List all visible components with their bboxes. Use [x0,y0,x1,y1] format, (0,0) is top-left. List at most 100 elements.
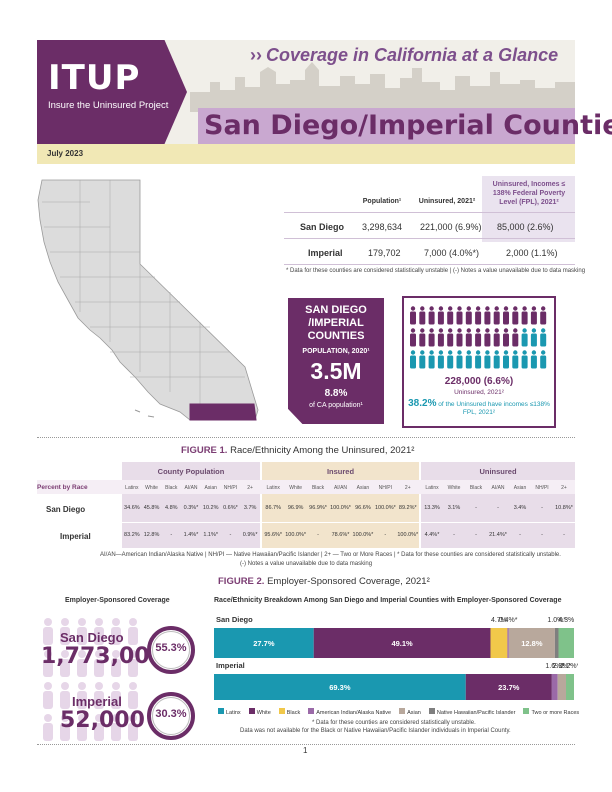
table-cell: - [563,532,565,538]
figure1-title: FIGURE 1. Race/Ethnicity Among the Unins… [181,445,415,456]
bar-callout-label: 2.3%* [552,663,571,670]
column-header: Asian [356,485,370,491]
silhouette-body [43,723,53,741]
row-name-imperial: Imperial [308,248,343,258]
divider [284,212,575,213]
person-icon [475,350,482,369]
county-san-diego: San Diego [60,630,124,645]
bar-callout-label: 4.3% [558,617,574,624]
figure2-title: FIGURE 2. Employer-Sponsored Coverage, 2… [218,576,430,587]
group-uninsured [421,462,575,548]
silhouette-head [44,618,52,626]
logo-banner [37,40,187,144]
table-cell: 10.8%* [555,505,573,511]
person-icon [428,328,435,347]
imperial-uninsured: 7,000 (4.0%*) [424,248,480,258]
column-header: Asian [204,485,217,491]
person-icon [503,328,509,347]
silhouette-body [94,691,104,709]
row-name-san-diego: San Diego [300,222,345,232]
breakdown-title: Race/Ethnicity Breakdown Among San Diego… [214,597,562,604]
bar-segment [551,674,558,700]
row-header: Percent by Race [37,484,88,491]
table-cell: 45.8% [143,505,160,511]
table-cell: 13.3% [424,505,440,511]
table-cell: 96.6% [355,505,371,511]
person-icon [530,328,537,347]
person-icon [465,306,472,325]
divider [284,238,575,239]
table-cell: 78.6%* [331,532,350,538]
person-icon [456,350,463,369]
bar-segment [465,674,552,700]
chart-legend: Latinx White Black American Indian/Alaska N… [218,708,579,716]
person-icon [465,350,472,369]
legend-label: White [256,710,271,716]
silhouette-body [43,659,53,677]
silhouette-body [77,723,87,741]
silhouette-head [78,650,86,658]
person-icon [521,350,528,369]
table-cell: - [384,532,387,538]
person-icon [512,306,519,325]
person-icon [540,328,547,347]
table-cell: - [229,532,232,538]
uninsured-label: Uninsured, 2021² [454,389,504,396]
bar-value-label: 27.7% [253,639,275,648]
silhouette-body [128,627,138,645]
table-cell: 12.8% [143,532,160,538]
table-cell: - [519,532,521,538]
legend-item: Asian [399,708,421,716]
silhouette-body [43,691,53,709]
bar-callout-label: 4.7% [491,617,507,624]
bar-segment [507,628,509,658]
silhouette-head [78,714,86,722]
table-cell: - [497,505,499,511]
group-label: Uninsured [479,467,517,476]
table-cell: 3.1% [447,505,461,511]
table-cell: 86.7% [265,505,282,511]
page-title: San Diego/Imperial Counties [204,110,612,141]
silhouette-head [112,682,120,690]
figure2-note-2: Data was not available for the Black or … [240,728,511,734]
population-box-subtitle: POPULATION, 2020¹ [302,348,370,355]
date: July 2023 [47,149,84,158]
person-icon [493,306,500,325]
silhouette-body [60,691,70,709]
table-cell: 4.4%* [424,532,440,538]
person-icon [484,328,491,347]
table-cell: - [541,532,543,538]
table-cell: 34.6% [124,505,140,511]
figure1-note-2: (-) Notes a value unavailable due to dat… [240,561,373,567]
imperial-employer-count: 52,000 [60,708,145,733]
column-header: AI/AN [491,485,505,491]
group-label: Insured [326,467,355,476]
table-cell: 3.4% [513,505,527,511]
table-cell: 100.0%* [352,532,374,538]
bar-segment [490,628,508,658]
silhouette-head [61,714,69,722]
imperial-pct: 30.3% [155,708,187,720]
silhouette-head [61,618,69,626]
legend-item: Two or more Races [523,708,579,716]
table-cell: - [317,532,319,538]
silhouette-head [112,714,120,722]
column-header: AI/AN [333,485,348,491]
people-icons [410,306,547,369]
person-icon [493,350,500,369]
population-share-label: of CA population¹ [309,402,363,409]
column-header: NH/PI [223,485,238,491]
imperial-uninsured-fpl: 2,000 (1.1%) [506,248,558,258]
silhouette-body [94,723,104,741]
silhouette-head [129,714,137,722]
silhouette-head [95,714,103,722]
person-icon [484,306,491,325]
person-icon [512,350,519,369]
employer-coverage-title: Employer-Sponsored Coverage [65,597,170,604]
silhouette-body [77,627,87,645]
person-icon [484,350,491,369]
silhouette-body [77,691,87,709]
table-cell: - [475,532,477,538]
san-diego-pct-circle: 55.3% [147,626,195,674]
uninsured-fpl-share: 38.2% of the Uninsured have incomes ≤138… [408,398,550,417]
